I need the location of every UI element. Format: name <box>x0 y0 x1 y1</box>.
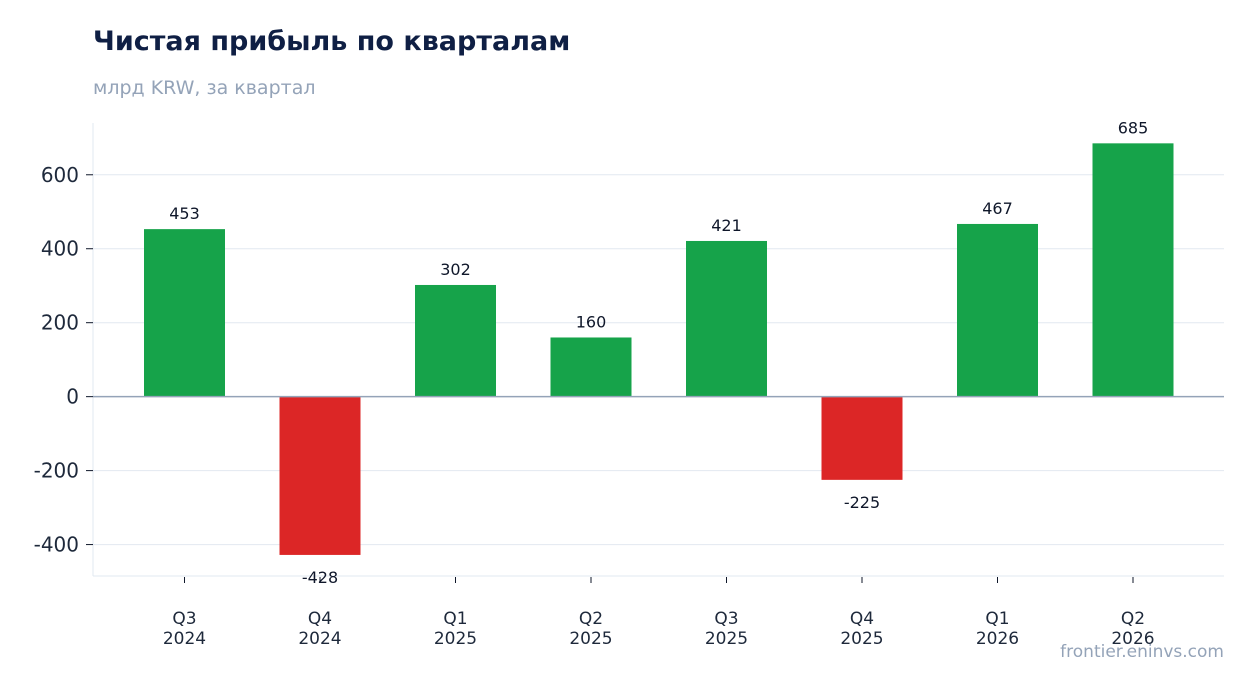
x-tick-label: Q2 <box>579 609 603 629</box>
x-tick-label: Q1 <box>443 609 467 629</box>
value-label: 685 <box>1118 118 1149 137</box>
y-tick-label: 200 <box>41 311 79 335</box>
x-tick-label: 2026 <box>1111 629 1154 649</box>
chart-subtitle: млрд KRW, за квартал <box>93 77 316 99</box>
grid-lines <box>93 174 1224 546</box>
bar <box>415 284 496 397</box>
bars <box>144 143 1174 555</box>
x-tick-labels: Q32024Q42024Q12025Q22025Q32025Q42025Q120… <box>163 577 1155 649</box>
x-tick-label: 2024 <box>163 629 206 649</box>
y-tick-labels: 600 400 200 0 -200 -400 <box>34 163 93 557</box>
bar <box>550 337 632 397</box>
x-tick-label: Q4 <box>850 609 874 629</box>
bar <box>279 396 361 555</box>
x-tick-label: 2025 <box>705 629 748 649</box>
x-tick-label: 2025 <box>434 629 477 649</box>
bar <box>1092 143 1174 397</box>
y-tick-label: 400 <box>41 237 79 261</box>
x-tick-label: Q3 <box>172 609 196 629</box>
x-tick-label: Q2 <box>1121 609 1145 629</box>
x-tick-label: Q3 <box>714 609 738 629</box>
value-label: 453 <box>169 204 200 223</box>
x-tick-label: Q1 <box>985 609 1009 629</box>
y-tick-label: -200 <box>34 459 79 483</box>
source-credit: frontier.eninvs.com <box>1060 642 1224 662</box>
bar <box>957 223 1038 397</box>
y-tick-label: 600 <box>41 163 79 187</box>
x-tick-label: Q4 <box>308 609 332 629</box>
value-label: 160 <box>576 312 607 331</box>
chart-title: Чистая прибыль по кварталам <box>93 26 571 57</box>
y-tick-label: -400 <box>34 533 79 557</box>
value-label: 421 <box>711 216 742 235</box>
bar <box>821 396 903 480</box>
x-tick-label: 2025 <box>840 629 883 649</box>
value-label: 467 <box>982 199 1013 218</box>
bar <box>144 229 225 397</box>
x-tick-label: 2025 <box>569 629 612 649</box>
x-tick-label: 2024 <box>298 629 341 649</box>
y-tick-label: 0 <box>66 385 79 409</box>
bar <box>686 240 767 397</box>
value-label: 302 <box>440 260 471 279</box>
value-label: -225 <box>844 493 880 512</box>
x-tick-label: 2026 <box>976 629 1019 649</box>
